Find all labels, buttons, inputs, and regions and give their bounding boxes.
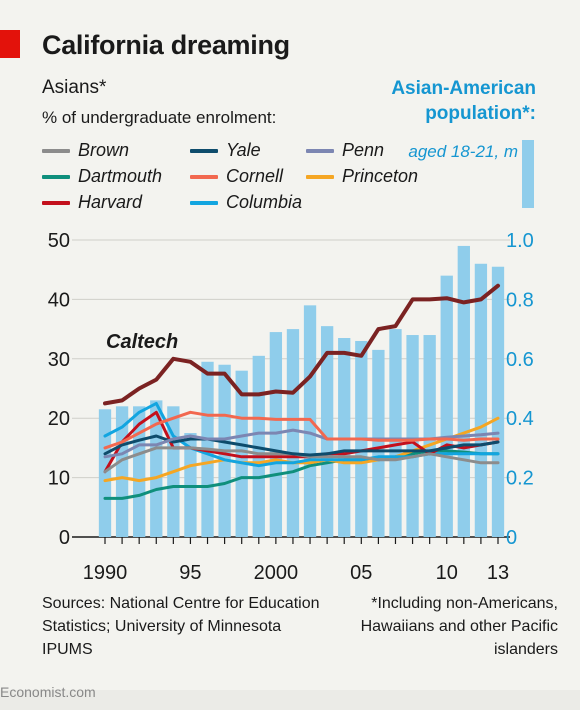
legend-swatch-dartmouth: [42, 174, 70, 179]
x-tick-label: 1990: [83, 562, 128, 584]
y-right-tick-label: 0.6: [506, 349, 534, 371]
axes: 0 0 10 0.2 20 0.4 30 0.6 40 0.8 50 1.0 1990 95 2000 05 1…: [48, 230, 534, 584]
population-bar: [286, 329, 300, 537]
series-line-cornell: [103, 410, 500, 450]
legend-label-princeton: Princeton: [342, 166, 419, 186]
right-axis-subtitle: aged 18-21, m: [408, 142, 518, 161]
legend-label-dartmouth: Dartmouth: [78, 166, 163, 186]
series-lines: [103, 283, 500, 500]
brand-red-tag: [0, 30, 20, 58]
legend-item-columbia: Columbia: [190, 192, 302, 213]
population-bar: [235, 370, 248, 537]
legend-swatch-harvard: [42, 200, 70, 205]
population-bar: [406, 335, 419, 537]
legend-swatch-yale: [190, 148, 218, 153]
y-left-tick-label: 30: [48, 349, 70, 371]
y-left-tick-label: 0: [59, 527, 70, 549]
x-tick-label: 10: [436, 562, 458, 584]
population-bar: [150, 400, 163, 537]
y-right-tick-label: 0.2: [506, 468, 534, 490]
population-bar: [491, 266, 505, 537]
population-bar: [372, 349, 385, 537]
sources-note: Sources: National Centre for Education S…: [42, 595, 320, 658]
y-left-tick-label: 10: [48, 468, 70, 490]
legend-item-brown: Brown: [42, 140, 129, 161]
legend-label-penn: Penn: [342, 140, 385, 160]
legend-swatch-columbia: [190, 200, 218, 205]
y-left-tick-label: 50: [48, 230, 70, 252]
x-tick-label: 95: [179, 562, 201, 584]
y-right-tick-label: 0: [506, 527, 517, 549]
y-left-tick-label: 40: [48, 289, 70, 311]
legend-label-cornell: Cornell: [226, 166, 284, 186]
footnote: *Including non-Americans, Hawaiians and …: [360, 595, 558, 658]
population-bars: [98, 245, 505, 537]
legend-swatch-princeton: [306, 174, 334, 179]
legend-swatch-cornell: [190, 174, 218, 179]
y-right-tick-label: 1.0: [506, 230, 534, 252]
legend-swatch-penn: [306, 148, 334, 153]
legend-label-yale: Yale: [226, 140, 261, 160]
legend-item-dartmouth: Dartmouth: [42, 166, 162, 187]
legend-label-brown: Brown: [78, 140, 130, 160]
legend-swatch-brown: [42, 148, 70, 153]
legend-item-penn: Penn: [306, 140, 384, 161]
population-bar: [474, 263, 488, 537]
chart-title: California dreaming: [42, 30, 290, 60]
x-tick-label: 05: [350, 562, 372, 584]
legend-item-princeton: Princeton: [306, 166, 418, 187]
y-right-tick-label: 0.8: [506, 289, 534, 311]
legend-item-cornell: Cornell: [190, 166, 283, 187]
legend-label-columbia: Columbia: [226, 192, 303, 212]
y-left-tick-label: 20: [48, 408, 70, 430]
population-bar: [457, 245, 470, 537]
y-right-tick-label: 0.4: [506, 408, 534, 430]
population-bar: [320, 326, 334, 537]
population-bar: [389, 329, 402, 537]
right-axis-title: Asian-American population*:: [391, 78, 536, 124]
legend-label-harvard: Harvard: [78, 192, 143, 212]
caltech-annotation: Caltech: [106, 331, 178, 353]
chart-unit-label: % of undergraduate enrolment:: [42, 108, 277, 127]
legend-item-yale: Yale: [190, 140, 261, 161]
population-bar: [440, 275, 453, 537]
x-tick-label: 2000: [254, 562, 299, 584]
chart-plot: 0 0 10 0.2 20 0.4 30 0.6 40 0.8 50 1.0 1990 95 2000 05 1…: [48, 230, 534, 584]
x-tick-label: 13: [487, 562, 509, 584]
population-bar: [423, 335, 436, 537]
chart-subtitle: Asians*: [42, 77, 107, 98]
bar-legend-swatch: [522, 140, 534, 208]
brand-label: Economist.com: [0, 684, 96, 700]
legend-item-harvard: Harvard: [42, 192, 142, 213]
series-line-caltech: [103, 283, 500, 406]
